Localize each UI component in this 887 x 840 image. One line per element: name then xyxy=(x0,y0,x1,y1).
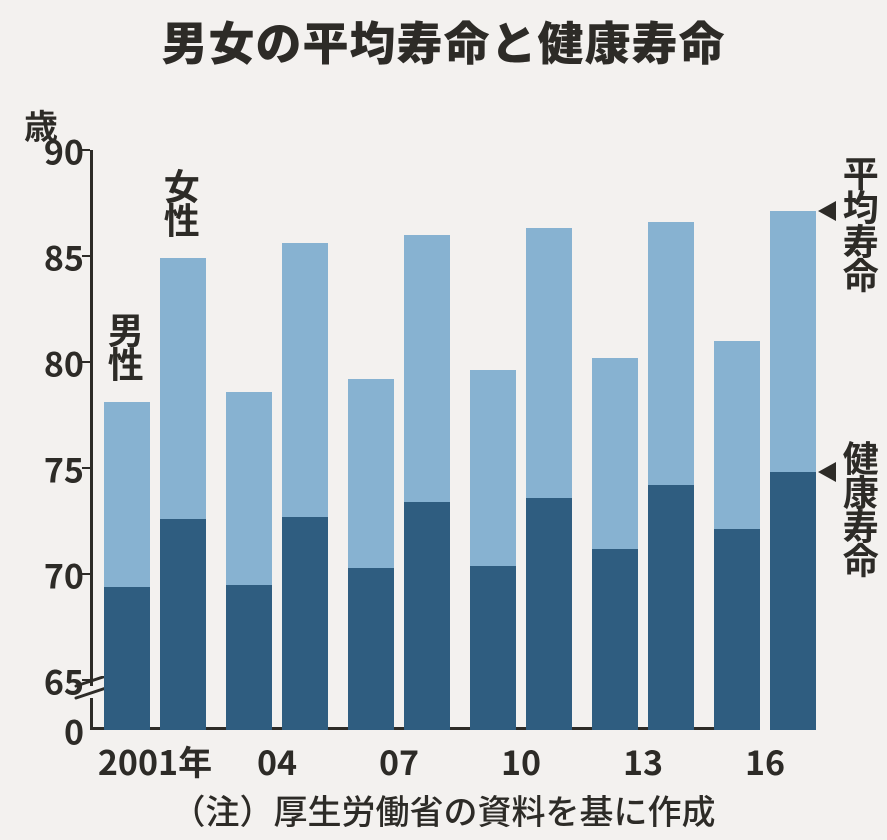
bar-group xyxy=(226,150,328,730)
y-tick-mark xyxy=(82,149,90,151)
bar-segment-life xyxy=(160,258,206,519)
bar-segment-life xyxy=(648,222,694,485)
y-tick-mark xyxy=(82,679,90,681)
bar-segment-healthy xyxy=(404,502,450,730)
bar-segment-healthy xyxy=(104,587,150,730)
bar-segment-life xyxy=(348,379,394,568)
x-tick-label: 13 xyxy=(623,730,663,785)
y-axis-line xyxy=(90,698,93,730)
chart-title: 男女の平均寿命と健康寿命 xyxy=(0,8,887,74)
bar-female xyxy=(526,228,572,730)
bar-female xyxy=(404,235,450,730)
bar-segment-life xyxy=(226,392,272,585)
bar-group xyxy=(348,150,450,730)
bar-male xyxy=(470,370,516,730)
bar-segment-life xyxy=(592,358,638,549)
bar-segment-healthy xyxy=(526,498,572,730)
bar-segment-healthy xyxy=(592,549,638,730)
series-label-life-expectancy: 平均寿命 xyxy=(842,155,879,291)
bar-segment-life xyxy=(770,211,816,472)
chart-footnote: （注）厚生労働省の資料を基に作成 xyxy=(0,785,887,834)
y-tick-mark xyxy=(82,361,90,363)
bar-male xyxy=(714,341,760,730)
x-tick-label: 07 xyxy=(379,730,419,785)
triangle-marker-icon xyxy=(818,462,836,487)
x-tick-label: 04 xyxy=(257,730,297,785)
y-tick-mark xyxy=(82,467,90,469)
triangle-marker-icon xyxy=(818,201,836,226)
bar-segment-healthy xyxy=(160,519,206,730)
x-tick-label: 10 xyxy=(501,730,541,785)
bar-segment-healthy xyxy=(770,472,816,730)
bar-male xyxy=(592,358,638,730)
y-tick-mark xyxy=(82,255,90,257)
x-tick-label: 16 xyxy=(745,730,785,785)
x-tick-label: 2001年 xyxy=(98,730,212,785)
bar-segment-life xyxy=(282,243,328,516)
subgroup-label-male: 男性 xyxy=(107,312,144,380)
bar-female xyxy=(770,211,816,730)
bar-segment-life xyxy=(404,235,450,502)
y-tick-mark xyxy=(82,573,90,575)
bar-female xyxy=(282,243,328,730)
bar-male xyxy=(348,379,394,730)
bar-group xyxy=(470,150,572,730)
plot-area: 06570758085902001年0407101316男性女性 xyxy=(90,150,750,730)
bar-group xyxy=(592,150,694,730)
chart-container: 男女の平均寿命と健康寿命 歳 06570758085902001年0407101… xyxy=(0,0,887,840)
bar-segment-healthy xyxy=(282,517,328,730)
bar-group xyxy=(104,150,206,730)
bar-segment-healthy xyxy=(714,529,760,730)
bar-segment-life xyxy=(104,402,150,586)
bar-segment-life xyxy=(470,370,516,565)
bar-segment-healthy xyxy=(348,568,394,730)
bar-female xyxy=(648,222,694,730)
bar-segment-healthy xyxy=(226,585,272,730)
bar-segment-life xyxy=(714,341,760,530)
y-tick-label: 0 xyxy=(64,706,90,755)
bar-male xyxy=(104,402,150,730)
bar-female xyxy=(160,258,206,730)
series-label-healthy-life: 健康寿命 xyxy=(842,440,879,576)
bar-segment-life xyxy=(526,228,572,497)
bar-segment-healthy xyxy=(648,485,694,730)
bar-group xyxy=(714,150,816,730)
bar-male xyxy=(226,392,272,730)
y-axis-line xyxy=(90,150,93,686)
subgroup-label-female: 女性 xyxy=(163,168,200,236)
bar-segment-healthy xyxy=(470,566,516,730)
